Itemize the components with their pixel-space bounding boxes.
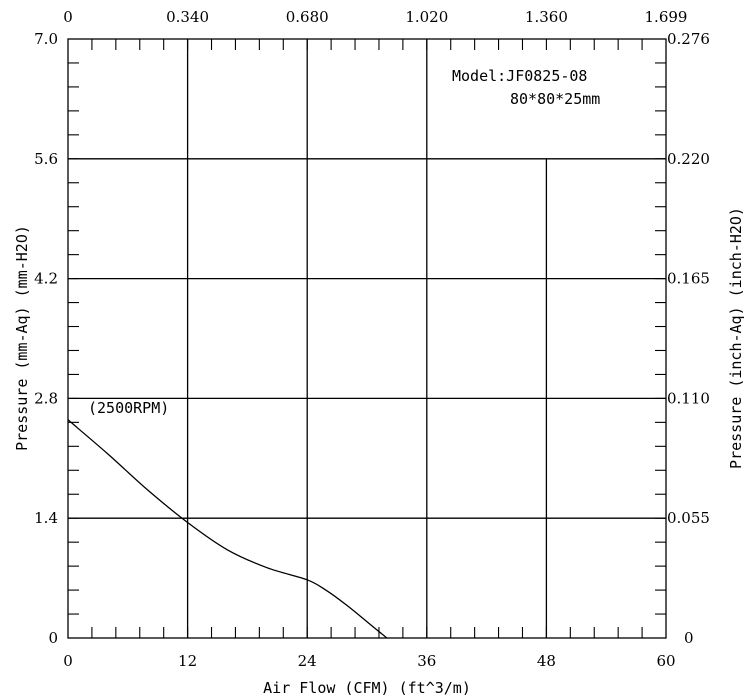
x-tick-label: 48 <box>537 652 556 670</box>
model-label: Model:JF0825-08 <box>452 67 587 85</box>
x-tick-label: 12 <box>178 652 197 670</box>
y-tick-label: 1.4 <box>34 509 58 527</box>
y-tick-label: 7.0 <box>34 30 58 48</box>
series-line-2500rpm <box>67 419 388 639</box>
x-tick-label: 24 <box>298 652 317 670</box>
plot-frame <box>67 38 667 639</box>
y-tick-label: 4.2 <box>34 270 58 288</box>
x-top-tick-label: 1.699 <box>645 8 688 26</box>
x-top-tick-label: 0 <box>63 8 73 26</box>
y-axis-title-right: Pressure (inch-Aq) (inch-H2O) <box>727 207 745 469</box>
minor-ticks <box>68 39 666 638</box>
y-tick-label: 0 <box>48 629 58 647</box>
x-tick-label: 0 <box>63 652 73 670</box>
y-right-tick-label: 0.110 <box>667 389 710 407</box>
x-axis-title: Air Flow (CFM) (ft^3/m) <box>263 679 471 697</box>
y-right-tick-label: 0 <box>684 629 694 647</box>
y-right-tick-label: 0.276 <box>667 30 710 48</box>
y-tick-label: 5.6 <box>34 150 58 168</box>
tick-labels: 0 12 24 36 48 60 0 0.340 0.680 1.020 1.360 1.699 0 1.… <box>34 8 710 670</box>
y-axis-title-left: Pressure (mm-Aq) (mm-H2O) <box>13 225 31 451</box>
y-right-tick-label: 0.220 <box>667 150 710 168</box>
x-tick-label: 36 <box>417 652 436 670</box>
y-right-tick-label: 0.165 <box>667 270 710 288</box>
x-top-tick-label: 0.680 <box>286 8 329 26</box>
y-right-tick-label: 0.055 <box>667 509 710 527</box>
size-label: 80*80*25mm <box>510 90 600 108</box>
x-tick-label: 60 <box>656 652 675 670</box>
series-label-2500rpm: (2500RPM) <box>88 399 169 417</box>
x-top-tick-label: 1.360 <box>525 8 568 26</box>
x-top-tick-label: 1.020 <box>405 8 448 26</box>
y-tick-label: 2.8 <box>34 389 58 407</box>
x-top-tick-label: 0.340 <box>166 8 209 26</box>
grid-lines <box>68 39 666 638</box>
